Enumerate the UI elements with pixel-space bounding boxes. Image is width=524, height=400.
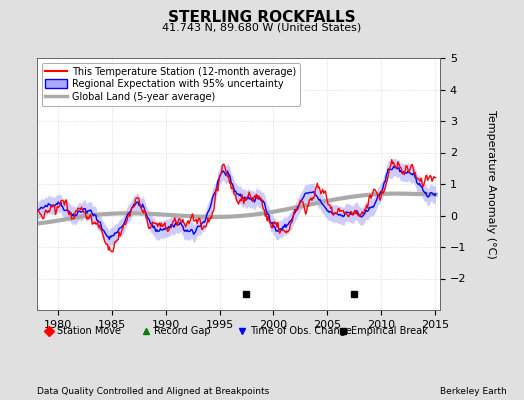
Text: Time of Obs. Change: Time of Obs. Change xyxy=(250,326,353,336)
Text: STERLING ROCKFALLS: STERLING ROCKFALLS xyxy=(168,10,356,25)
Text: Empirical Break: Empirical Break xyxy=(352,326,428,336)
Text: Record Gap: Record Gap xyxy=(154,326,210,336)
Text: 41.743 N, 89.680 W (United States): 41.743 N, 89.680 W (United States) xyxy=(162,22,362,32)
Text: Data Quality Controlled and Aligned at Breakpoints: Data Quality Controlled and Aligned at B… xyxy=(37,387,269,396)
Text: Station Move: Station Move xyxy=(57,326,121,336)
Text: Berkeley Earth: Berkeley Earth xyxy=(440,387,507,396)
Legend: This Temperature Station (12-month average), Regional Expectation with 95% uncer: This Temperature Station (12-month avera… xyxy=(41,63,300,106)
Y-axis label: Temperature Anomaly (°C): Temperature Anomaly (°C) xyxy=(486,110,496,258)
